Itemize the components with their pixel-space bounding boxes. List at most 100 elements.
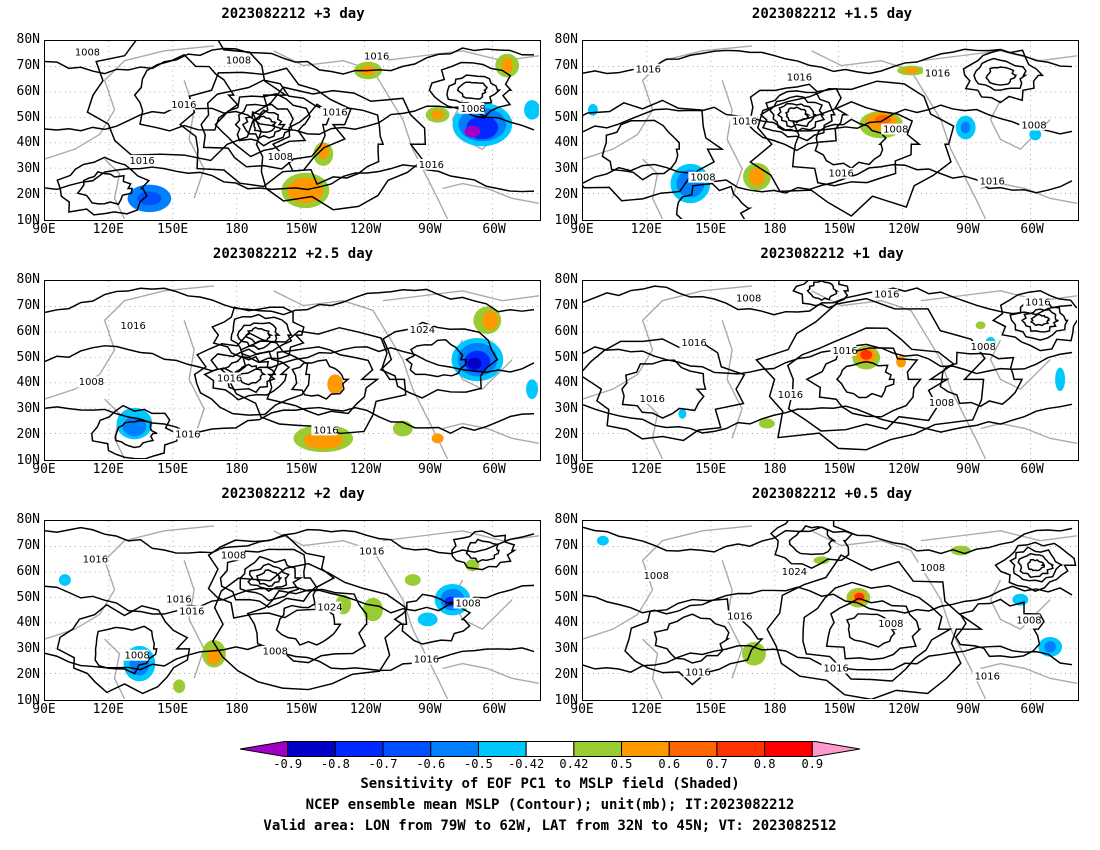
lat-tick-label: 50N [16,349,40,365]
caption-line-1: Sensitivity of EOF PC1 to MSLP field (Sh… [360,776,740,792]
lon-tick-label: 120E [630,222,662,237]
lat-tick-label: 40N [554,615,578,631]
lat-tick-label: 50N [16,589,40,605]
lon-tick-label: 90E [32,702,56,717]
lat-tick-label: 70N [554,57,578,73]
map-panel-plus3day: 1008 1016 1008 1016 1008 1016 1008 1016 1016 [44,40,541,221]
lat-tick-label: 10N [554,453,578,468]
colorbar-tick-label: 0.5 [610,757,633,771]
lon-tick-label: 180 [763,702,787,717]
lon-tick-label: 120W [887,462,920,477]
lon-tick-label: 120W [887,222,920,237]
shading-blob [464,125,481,138]
shading-blob [207,648,221,665]
lat-tick-label: 10N [16,693,40,708]
lat-tick-label: 80N [554,32,578,47]
lon-tick-label: 60W [482,462,506,477]
lon-tick-label: 120W [349,462,382,477]
shading-blob [173,679,186,694]
contour-label: 1016 [171,100,196,111]
colorbar-swatch [382,741,432,757]
lon-tick-label: 90E [570,702,594,717]
shading-blob [678,408,687,419]
colorbar-tick-label: 0.6 [658,757,681,771]
lon-tick-label: 90E [32,222,56,237]
shading-blob [596,535,609,546]
shading-blob [813,556,830,565]
shading-blob [482,310,499,331]
lat-tick-label: 60N [16,563,40,579]
contour-label: 1008 [79,377,104,388]
panel-title-2: 2023082212 +1.5 day [751,6,913,22]
lat-tick-label: 30N [16,161,40,177]
colorbar-swatch [525,741,575,757]
lat-tick-label: 20N [554,187,578,203]
contour-label: 1008 [690,173,715,184]
map-canvas: 1016 1016 1016 1008 1016 1008 1016 1008 1016 [583,281,1077,459]
lat-tick-label: 70N [554,297,578,313]
lon-tick-label: 150E [694,462,727,477]
contour-label: 1008 [125,651,150,662]
contour-label: 1016 [359,546,384,557]
shading-blob [137,191,162,206]
lat-tick-label: 30N [554,641,578,657]
contour-label: 1016 [975,671,1000,682]
contour-label: 1016 [732,117,757,128]
shading-blob [431,433,444,444]
colorbar-swatch [240,741,289,757]
map-panel-plus2-5day: 1016 1016 1016 1024 1008 1016 [44,280,541,461]
shading-blob [58,574,71,586]
shading-blob [748,167,765,186]
colorbar-swatch [811,741,860,757]
contour-label: 1016 [166,595,191,606]
shading-blob [404,574,421,586]
shading-blob [587,103,598,116]
colorbar-swatch [668,741,718,757]
shading-blob [758,418,775,429]
lon-tick-label: 60W [482,702,506,717]
lon-tick-label: 180 [225,462,249,477]
contour-label: 1016 [179,606,204,617]
contour-label: 1016 [832,346,857,357]
contour-label: 1008 [226,56,251,67]
lon-tick-label: 90W [418,222,442,237]
lat-tick-label: 80N [16,512,40,527]
map-panel-plus2day: 1016 1008 1016 1008 1008 1008 1024 1016 1016 1016 [44,520,541,701]
lon-tick-label: 60W [482,222,506,237]
lat-tick-label: 60N [16,83,40,99]
shading-blob [903,67,919,74]
lon-tick-label: 90E [570,462,594,477]
lat-tick-label: 40N [16,375,40,391]
sensitivity-shading [58,559,480,694]
contour-label: 1016 [364,52,389,63]
contour-label: 1008 [644,571,669,582]
lat-tick-label: 40N [16,615,40,631]
lon-tick-label: 150W [285,222,317,237]
map-panel-plus0-5day: 1016 1016 1008 1008 1016 1024 1008 1016 1008 [582,520,1079,701]
colorbar-swatch [573,741,623,757]
panel-title-6: 2023082212 +0.5 day [751,486,913,502]
lat-tick-label: 70N [554,537,578,553]
contour-label: 1008 [929,398,954,409]
lat-tick-label: 80N [554,272,578,287]
colorbar-tick-label: 0.7 [706,757,728,771]
lat-tick-label: 10N [16,453,40,468]
lat-tick-label: 60N [554,83,578,99]
contour-label: 1016 [685,667,710,678]
caption-line-2: NCEP ensemble mean MSLP (Contour); unit(… [305,797,795,813]
shading-blob [860,349,873,360]
shading-blob [467,357,482,370]
shading-blob [975,321,986,330]
lat-tick-label: 80N [16,32,40,47]
contour-label: 1016 [313,425,338,436]
shading-blob [327,374,344,395]
contour-label: 1008 [268,152,293,163]
shading-blob [417,612,438,627]
sensitivity-shading [678,321,1066,429]
colorbar-tick-label: -0.9 [273,757,303,771]
lat-tick-label: 50N [554,589,578,605]
lat-tick-label: 30N [16,401,40,417]
mslp-contours [45,526,535,695]
contour-label: 1016 [681,338,706,349]
contour-label: 1008 [878,619,903,630]
